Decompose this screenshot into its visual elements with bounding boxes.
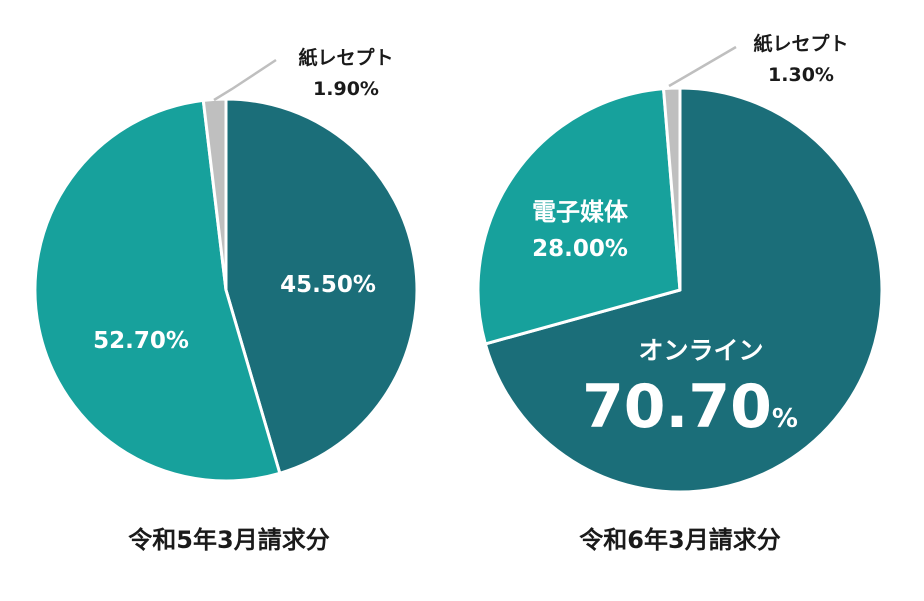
pie-chart-r5: 45.50% 52.70% 紙レセプト 1.90% 令和5年3月請求分 [33, 46, 419, 554]
electronic-value-label-r6: 28.00% [532, 236, 628, 262]
pie-slice-electronic-r6 [476, 87, 682, 346]
online-value-unit-r6: % [772, 404, 798, 434]
paper-leader-line-r5 [213, 58, 277, 102]
electronic-name-label-r6: 電子媒体 [532, 198, 629, 226]
pie-slice-online-r6 [483, 86, 884, 494]
online-value-number-r6: 70.70 [582, 372, 772, 442]
chart-title-r5: 令和5年3月請求分 [128, 526, 329, 554]
electronic-value-label-r5: 52.70% [93, 328, 189, 354]
online-name-label-r6: オンライン [638, 336, 763, 365]
pie-slice-electronic-r5 [33, 98, 282, 483]
paper-leader-line-r6 [668, 45, 737, 88]
online-value-label-r5: 45.50% [280, 272, 376, 298]
pie-slice-online-r5 [224, 97, 419, 475]
pie-chart-r6: オンライン 70.70% 電子媒体 28.00% 紙レセプト 1.30% 令和6… [476, 32, 884, 554]
paper-value-label-r6: 1.30% [768, 64, 834, 86]
paper-name-label-r5: 紙レセプト [298, 46, 393, 69]
chart-title-r6: 令和6年3月請求分 [579, 526, 780, 554]
paper-value-label-r5: 1.90% [313, 78, 379, 100]
pie-slice-paper-r6 [662, 86, 682, 292]
online-value-label-r6: 70.70% [582, 372, 798, 442]
paper-name-label-r6: 紙レセプト [753, 32, 848, 55]
